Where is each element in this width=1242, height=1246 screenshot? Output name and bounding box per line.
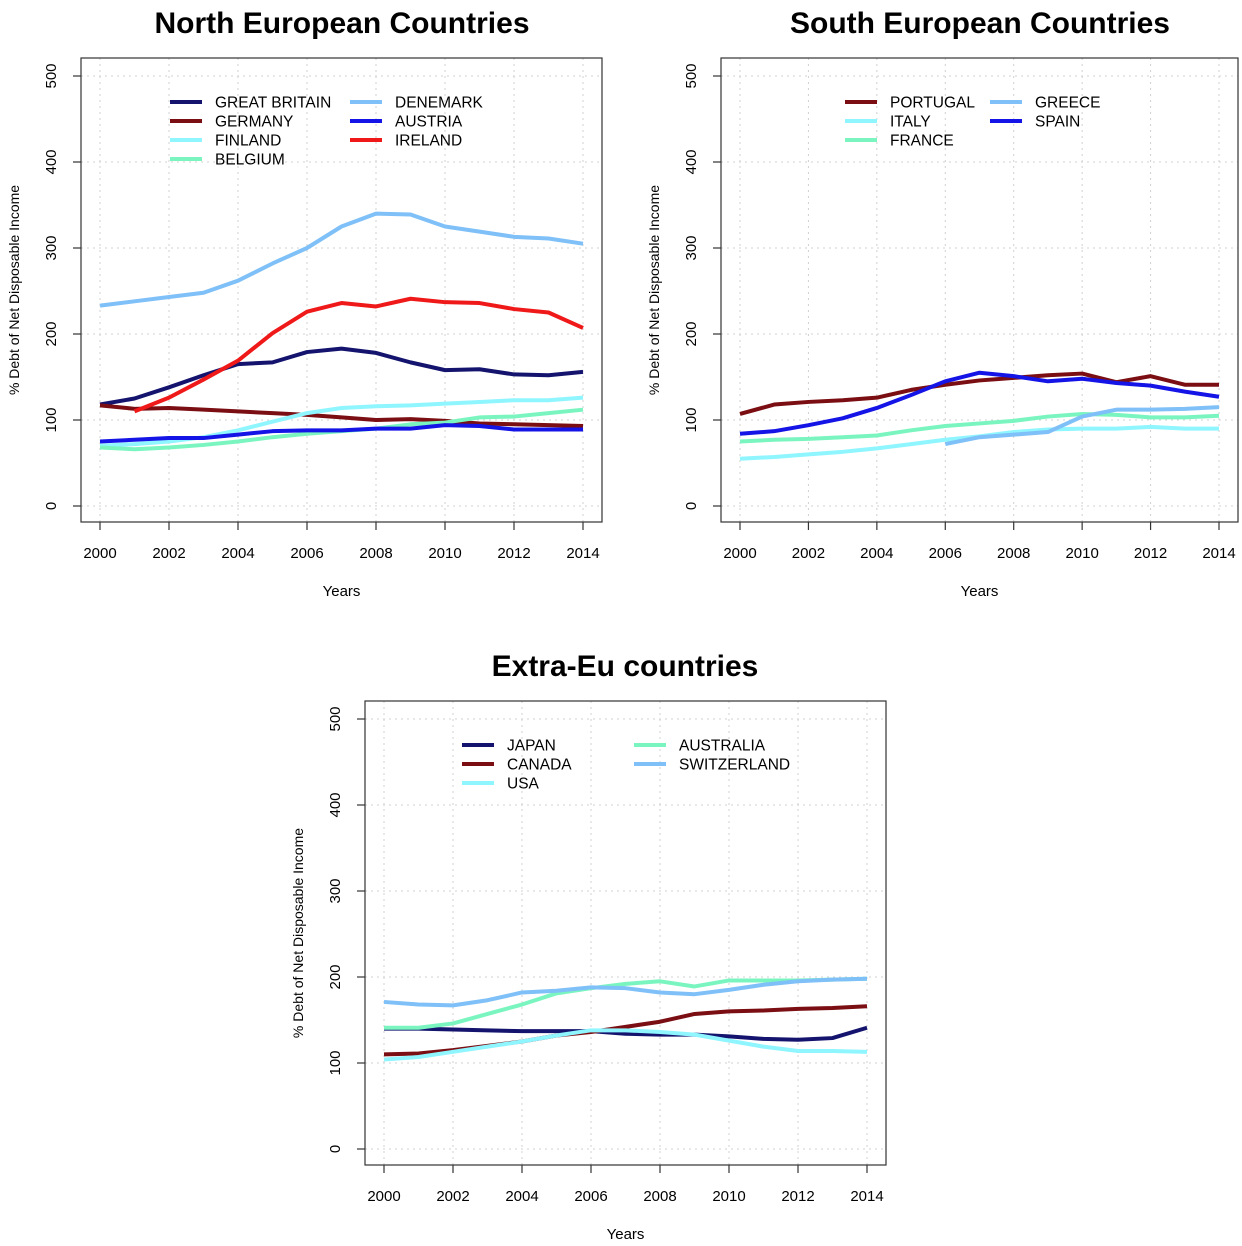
y-tick-label: 500 [327,706,344,731]
y-tick-label: 400 [683,149,700,174]
series-line-ireland [133,296,584,414]
x-tick-label: 2014 [850,1188,883,1205]
y-tick-label: 0 [327,1145,344,1153]
legend-label-australia: AUSTRALIA [679,738,766,755]
x-tick-label: 2004 [860,545,893,562]
x-tick-label: 2006 [574,1188,607,1205]
series-line-great-britain [99,346,584,407]
series-line-germany [99,403,584,429]
series-line-denemark [99,211,584,308]
legend-label-denemark: DENEMARK [395,95,484,112]
y-tick-label: 100 [43,407,60,432]
y-tick-label: 200 [683,321,700,346]
x-axis-title: Years [607,1226,645,1243]
x-tick-label: 2008 [997,545,1030,562]
y-tick-label: 200 [327,964,344,989]
y-tick-label: 300 [683,235,700,260]
y-tick-label: 300 [43,235,60,260]
chart-title: South European Countries [790,7,1170,40]
x-tick-label: 2012 [1134,545,1167,562]
series-line-finland [99,395,584,448]
x-tick-label: 2012 [497,545,530,562]
y-tick-label: 100 [683,407,700,432]
legend: PORTUGAL ITALY FRANCE GREECE SPAIN [845,95,1100,150]
x-tick-label: 2014 [1202,545,1235,562]
legend: JAPAN CANADA USA AUSTRALIA SWITZERLAND [462,738,790,793]
y-tick-label: 200 [43,321,60,346]
series-line-japan [384,1025,868,1042]
y-axis-title: % Debt of Net Disposable Income [290,828,306,1038]
legend-label-finland: FINLAND [215,133,281,150]
y-axis-title: % Debt of Net Disposable Income [6,185,22,395]
series-line-greece [944,405,1220,447]
y-tick-label: 400 [327,792,344,817]
x-tick-label: 2002 [152,545,185,562]
x-tick-label: 2004 [221,545,254,562]
legend: GREAT BRITAIN GERMANY FINLAND BELGIUM DENEMA… [170,95,484,169]
legend-label-austria: AUSTRIA [395,114,463,131]
x-tick-label: 2006 [290,545,323,562]
legend-label-japan: JAPAN [507,738,556,755]
series-line-spain [739,370,1220,436]
x-tick-label: 2014 [566,545,599,562]
legend-label-spain: SPAIN [1035,114,1080,131]
x-tick-label: 2002 [436,1188,469,1205]
x-tick-label: 2004 [505,1188,538,1205]
plot-frame [80,57,603,523]
series-line-portugal [739,371,1219,416]
x-tick-label: 2010 [712,1188,745,1205]
y-tick-label: 400 [43,149,60,174]
series-line-france [739,411,1220,444]
y-tick-label: 0 [43,502,60,510]
chart-title: Extra-Eu countries [492,650,759,683]
y-tick-label: 500 [43,63,60,88]
x-axis-title: Years [961,583,999,600]
x-tick-label: 2000 [367,1188,400,1205]
x-tick-label: 2012 [781,1188,814,1205]
legend-label-usa: USA [507,776,540,793]
series-line-switzerland [383,976,868,1008]
plot-frame [364,700,887,1166]
x-tick-label: 2002 [792,545,825,562]
x-tick-label: 2010 [1065,545,1098,562]
x-tick-label: 2000 [723,545,756,562]
x-tick-label: 2008 [643,1188,676,1205]
legend-label-italy: ITALY [890,114,931,131]
series-line-usa [383,1028,868,1062]
chart-title: North European Countries [154,7,529,40]
y-axis-title: % Debt of Net Disposable Income [646,185,662,395]
y-tick-label: 100 [327,1050,344,1075]
series-line-italy [739,424,1219,461]
y-tick-label: 0 [683,502,700,510]
legend-label-greece: GREECE [1035,95,1100,112]
plot-frame [720,57,1239,523]
legend-label-germany: GERMANY [215,114,293,131]
legend-label-canada: CANADA [507,757,572,774]
y-tick-label: 500 [683,63,700,88]
x-axis-title: Years [323,583,361,600]
x-tick-label: 2006 [929,545,962,562]
x-tick-label: 2008 [359,545,392,562]
legend-label-ireland: IRELAND [395,133,462,150]
legend-label-great-britain: GREAT BRITAIN [215,95,331,112]
legend-label-portugal: PORTUGAL [890,95,975,112]
legend-label-belgium: BELGIUM [215,152,285,169]
legend-label-switzerland: SWITZERLAND [679,757,790,774]
x-tick-label: 2010 [428,545,461,562]
y-tick-label: 300 [327,878,344,903]
legend-label-france: FRANCE [890,133,954,150]
series-line-austria [99,423,583,444]
x-tick-label: 2000 [83,545,116,562]
